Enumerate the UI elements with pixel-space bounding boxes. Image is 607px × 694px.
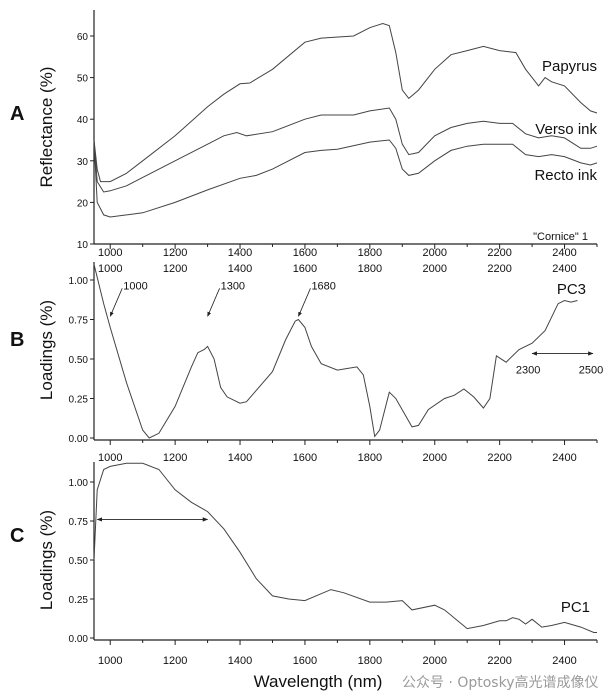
x-tick-label-top: 2000 — [422, 263, 446, 275]
series-label-verso-ink: Verso ink — [535, 121, 597, 138]
y-tick-label: 10 — [77, 240, 89, 251]
x-tick-label: 1200 — [163, 247, 187, 259]
x-tick-label: 2400 — [552, 247, 576, 259]
y-tick-label: 0.50 — [69, 355, 89, 366]
series-line-pc1 — [93, 462, 597, 633]
x-tick-label-top: 2200 — [487, 263, 511, 275]
series-label-recto-ink: Recto ink — [534, 167, 597, 184]
series-line-verso-ink — [93, 107, 598, 193]
y-tick-label: 0.75 — [69, 316, 89, 327]
x-tick-label: 2200 — [487, 655, 511, 667]
x-tick-label-top: 1600 — [293, 452, 317, 464]
y-axis-label: Loadings (%) — [37, 510, 56, 610]
y-axis-label: Reflectance (%) — [37, 67, 56, 188]
series-line-pc3 — [93, 264, 578, 439]
series-line-recto-ink — [93, 139, 598, 218]
x-tick-label-top: 1800 — [358, 263, 382, 275]
y-tick-label: 0.75 — [69, 517, 89, 528]
peak-arrow — [207, 288, 220, 317]
x-tick-label: 1000 — [98, 655, 122, 667]
x-tick-label: 1800 — [358, 655, 382, 667]
x-tick-label-top: 2200 — [487, 452, 511, 464]
y-tick-label: 20 — [77, 198, 89, 209]
x-tick-label-top: 1000 — [98, 452, 122, 464]
peak-label: 1000 — [123, 280, 147, 292]
x-tick-label: 1000 — [98, 247, 122, 259]
series-label-pc3: PC3 — [557, 281, 586, 298]
annotation-cornice: "Cornice" 1 — [533, 231, 588, 243]
y-tick-label: 0.25 — [69, 595, 89, 606]
range-label-end: 2500 — [579, 365, 603, 377]
y-tick-label: 0.00 — [69, 634, 89, 645]
x-tick-label: 1600 — [293, 655, 317, 667]
x-tick-label: 1400 — [228, 247, 252, 259]
x-tick-label-top: 2400 — [552, 452, 576, 464]
series-line-papyrus — [93, 22, 598, 183]
peak-arrow — [109, 288, 123, 317]
x-tick-label: 2000 — [422, 655, 446, 667]
x-tick-label-top: 2400 — [552, 263, 576, 275]
x-tick-label: 2400 — [552, 655, 576, 667]
series-label-pc1: PC1 — [561, 599, 590, 616]
peak-label: 1680 — [311, 280, 335, 292]
x-axis-label: Wavelength (nm) — [254, 672, 383, 691]
x-tick-label: 2000 — [422, 247, 446, 259]
x-tick-label: 1400 — [228, 655, 252, 667]
x-tick-label: 1800 — [358, 247, 382, 259]
y-tick-label: 1.00 — [69, 478, 89, 489]
panel-letter: A — [10, 103, 24, 125]
y-axis-label: Loadings (%) — [37, 300, 56, 400]
y-tick-label: 50 — [77, 74, 89, 85]
peak-arrow — [298, 288, 311, 317]
x-tick-label-top: 1400 — [228, 452, 252, 464]
y-tick-label: 1.00 — [69, 276, 89, 287]
x-tick-label-top: 2000 — [422, 452, 446, 464]
x-tick-label-top: 1000 — [98, 263, 122, 275]
y-tick-label: 0.50 — [69, 556, 89, 567]
peak-label: 1300 — [221, 280, 245, 292]
x-tick-label-top: 1400 — [228, 263, 252, 275]
x-tick-label: 1600 — [293, 247, 317, 259]
series-label-papyrus: Papyrus — [542, 58, 597, 75]
panel-letter: C — [10, 525, 24, 547]
x-tick-label-top: 1200 — [163, 263, 187, 275]
x-tick-label: 2200 — [487, 247, 511, 259]
range-label-start: 2300 — [516, 365, 540, 377]
x-tick-label-top: 1200 — [163, 452, 187, 464]
x-tick-label-top: 1800 — [358, 452, 382, 464]
y-tick-label: 0.00 — [69, 434, 89, 445]
y-tick-label: 40 — [77, 115, 89, 126]
y-tick-label: 0.25 — [69, 395, 89, 406]
y-tick-label: 60 — [77, 32, 89, 43]
panel-letter: B — [10, 329, 24, 351]
y-tick-label: 30 — [77, 157, 89, 168]
x-tick-label-top: 1600 — [293, 263, 317, 275]
watermark: 公众号 · Optosky高光谱成像仪 — [402, 675, 599, 691]
x-tick-label: 1200 — [163, 655, 187, 667]
